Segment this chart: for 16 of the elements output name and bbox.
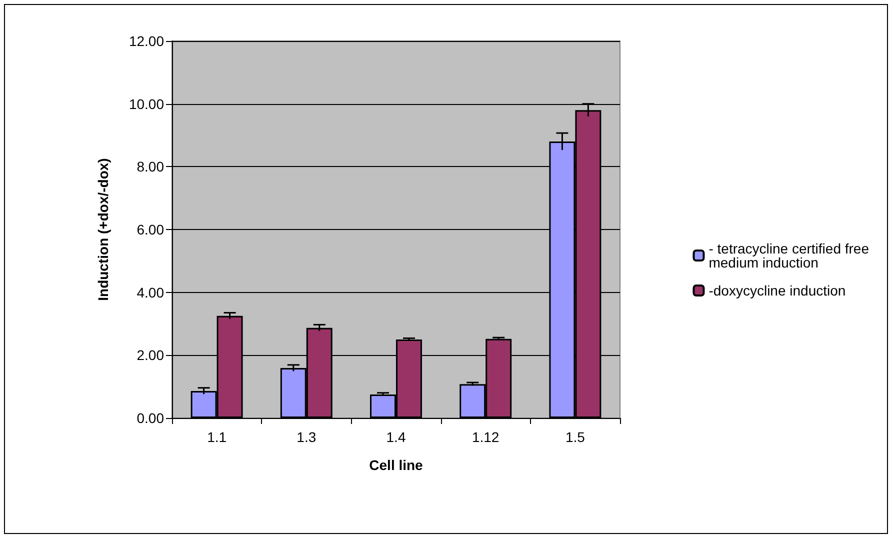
x-tick-label: 1.4 [386,429,406,445]
y-tick-label: 0.00 [136,410,164,426]
y-tick-label: 12.00 [128,33,164,49]
x-axis-title: Cell line [369,457,424,473]
x-tick-label: 1.5 [565,429,586,445]
y-tick-label: 8.00 [136,158,164,175]
legend-label: -doxycycline induction [708,282,846,298]
y-tick-label: 6.00 [136,222,164,238]
y-tick-label: 10.00 [128,96,164,112]
x-tick-label: 1.12 [472,429,500,445]
x-tick-label: 1.1 [207,429,227,445]
y-axis-title: Induction (+dox/-dox) [95,158,111,301]
legend-label: - tetracycline certified free medium induction [708,240,870,270]
x-tick-label: 1.3 [296,429,316,445]
y-tick-label: 2.00 [136,347,164,364]
y-tick-label: 4.00 [136,284,164,300]
